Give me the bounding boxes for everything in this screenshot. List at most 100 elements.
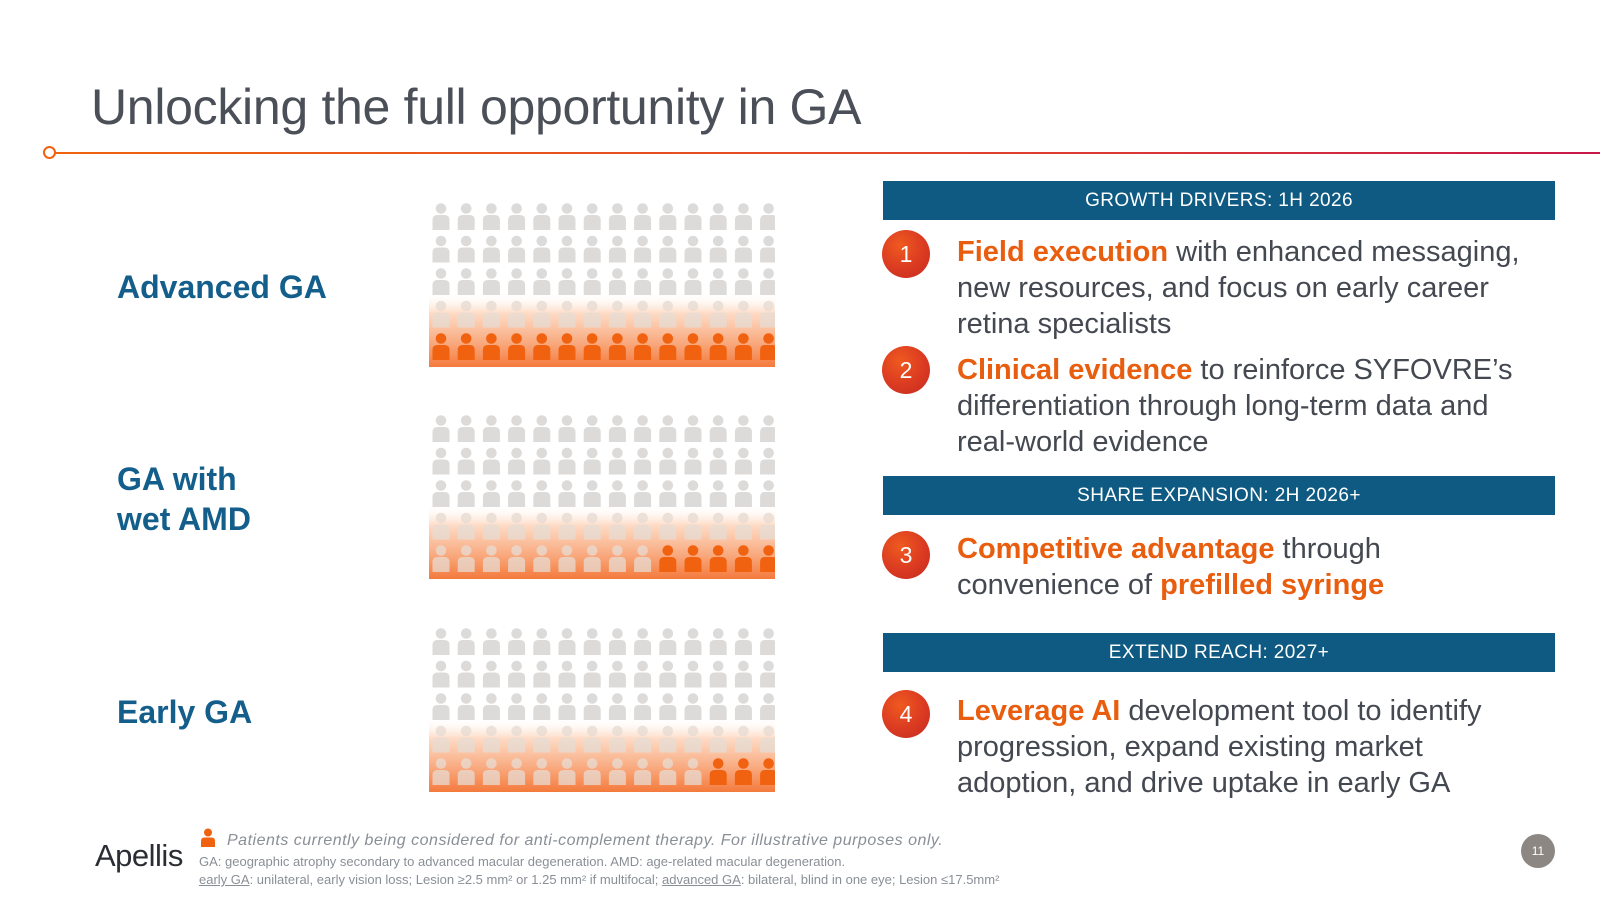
person-icon: [482, 235, 500, 263]
segment-label-ga-wet-amd: GA with wet AMD: [117, 461, 251, 537]
person-icon-highlighted: [533, 333, 551, 360]
person-icon: [634, 235, 652, 263]
person-icon: [457, 235, 475, 263]
person-icon: [760, 725, 775, 753]
person-icon: [558, 725, 576, 753]
person-icon: [482, 300, 500, 328]
person-icon: [709, 512, 727, 540]
person-icon-highlighted: [608, 333, 626, 360]
driver-text-line: progression, expand existing market: [957, 731, 1423, 763]
person-icon: [734, 203, 752, 230]
person-icon: [533, 415, 551, 442]
person-icon: [432, 447, 450, 475]
person-icon: [608, 628, 626, 655]
person-icon: [508, 725, 526, 753]
person-icon: [659, 415, 677, 442]
person-icon: [634, 660, 652, 688]
person-icon-highlighted: [734, 545, 752, 572]
person-icon: [684, 268, 702, 295]
person-icon: [634, 545, 652, 572]
driver-text-line: differentiation through long-term data a…: [957, 390, 1489, 422]
person-icon: [533, 758, 551, 785]
person-icon: [684, 758, 702, 785]
person-icon: [558, 235, 576, 263]
person-icon: [457, 447, 475, 475]
person-icon: [533, 725, 551, 753]
person-icon: [457, 725, 475, 753]
person-icon: [734, 415, 752, 442]
person-icon: [457, 268, 475, 295]
driver-item-1: Field execution with enhanced messaging,…: [957, 234, 1557, 342]
band-growth-drivers: GROWTH DRIVERS: 1H 2026: [883, 181, 1555, 220]
person-icon: [608, 660, 626, 688]
person-icon: [659, 512, 677, 540]
person-icon: [558, 660, 576, 688]
person-icon: [432, 512, 450, 540]
person-icon: [608, 300, 626, 328]
person-icon-highlighted: [760, 333, 775, 360]
person-icon-highlighted: [432, 333, 450, 360]
person-icon: [482, 203, 500, 230]
person-icon: [760, 447, 775, 475]
person-icon: [508, 480, 526, 507]
page-title: Unlocking the full opportunity in GA: [91, 79, 862, 135]
person-icon: [734, 660, 752, 688]
person-icon: [659, 758, 677, 785]
person-icon: [508, 235, 526, 263]
person-icon: [709, 628, 727, 655]
person-icon: [457, 693, 475, 720]
driver-item-3: Competitive advantage through convenience…: [957, 531, 1557, 603]
person-icon: [659, 235, 677, 263]
band-extend-reach: EXTEND REACH: 2027+: [883, 633, 1555, 672]
person-icon: [508, 660, 526, 688]
person-icon: [684, 660, 702, 688]
footnote-definitions: GA: geographic atrophy secondary to adva…: [199, 854, 846, 869]
person-icon-highlighted: [709, 758, 727, 785]
person-icon-highlighted: [634, 333, 652, 360]
person-icon-highlighted: [734, 333, 752, 360]
person-icon: [634, 268, 652, 295]
driver-item-2: Clinical evidence to reinforce SYFOVRE’s…: [957, 352, 1557, 460]
driver-text-line: convenience of prefilled syringe: [957, 569, 1385, 601]
person-icon: [508, 447, 526, 475]
person-icon: [659, 480, 677, 507]
person-icon: [659, 628, 677, 655]
person-icon-highlighted: [482, 333, 500, 360]
person-icon: [457, 300, 475, 328]
person-icon-highlighted: [760, 758, 775, 785]
footnote-main: Patients currently being considered for …: [227, 832, 944, 849]
footnote-term-early-ga: early GA: [199, 872, 250, 887]
person-icon: [659, 660, 677, 688]
pictogram-advanced-ga: [429, 201, 775, 367]
person-icon: [583, 415, 601, 442]
person-icon: [684, 480, 702, 507]
person-icon: [634, 203, 652, 230]
person-icon: [734, 512, 752, 540]
person-icon: [432, 268, 450, 295]
person-icon: [558, 203, 576, 230]
person-icon: [709, 447, 727, 475]
person-icon: [684, 235, 702, 263]
person-icon: [608, 512, 626, 540]
person-icon: [760, 203, 775, 230]
person-icon: [684, 203, 702, 230]
person-icon-highlighted: [583, 333, 601, 360]
footnote-term-advanced-ga: advanced GA: [662, 872, 741, 887]
person-icon: [709, 660, 727, 688]
person-icon: [533, 300, 551, 328]
number-badge-2: 2: [882, 346, 930, 394]
person-icon: [734, 300, 752, 328]
driver-text-line: Leverage AI development tool to identify: [957, 695, 1482, 727]
segment-label-advanced-ga: Advanced GA: [117, 269, 327, 305]
person-icon: [734, 725, 752, 753]
person-icon: [482, 628, 500, 655]
person-icon: [558, 300, 576, 328]
person-icon: [533, 693, 551, 720]
person-icon: [684, 693, 702, 720]
footnote-lesion-criteria: early GA: unilateral, early vision loss;…: [199, 872, 1000, 887]
person-icon: [508, 300, 526, 328]
person-icon: [558, 415, 576, 442]
person-icon: [734, 235, 752, 263]
person-icon: [457, 480, 475, 507]
person-icon: [684, 300, 702, 328]
